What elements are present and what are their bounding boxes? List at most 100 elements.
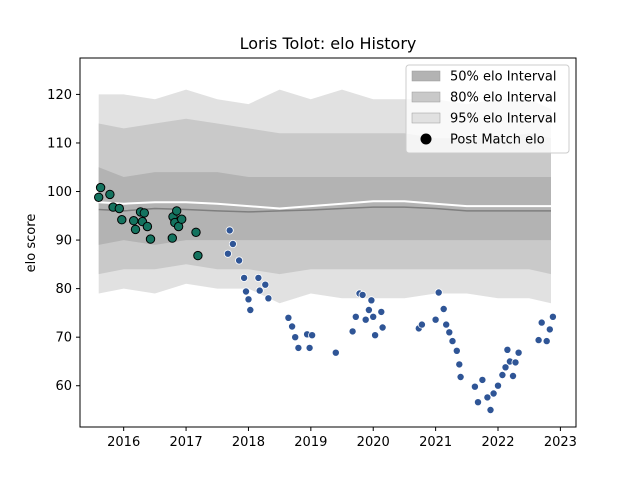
post-match-point <box>514 348 523 357</box>
post-match-point <box>445 328 454 337</box>
post-match-point <box>223 249 232 258</box>
post-match-point <box>351 312 360 321</box>
post-match-point <box>434 288 443 297</box>
y-tick-label: 60 <box>55 379 72 394</box>
post-match-point <box>545 325 554 334</box>
x-tick-label: 2016 <box>107 435 140 450</box>
x-tick-label: 2022 <box>481 435 514 450</box>
post-match-point <box>378 323 387 332</box>
post-match-point <box>534 336 543 345</box>
band-50 <box>98 167 551 245</box>
post-match-point <box>486 405 495 414</box>
post-match-point <box>129 216 139 226</box>
post-match-point <box>241 287 250 296</box>
x-axis: 2016 2017 2018 2019 2020 2021 2022 2023 <box>107 427 577 450</box>
post-match-point <box>255 286 264 295</box>
post-match-point <box>294 343 303 352</box>
y-tick-label: 90 <box>55 234 72 249</box>
post-match-point <box>177 214 187 224</box>
post-match-point <box>94 192 104 203</box>
post-match-point <box>288 322 297 331</box>
legend-swatch <box>411 112 441 124</box>
post-match-point <box>358 290 367 299</box>
y-axis-label: elo score <box>24 214 39 273</box>
post-match-point <box>456 372 465 381</box>
y-tick-label: 80 <box>55 282 72 297</box>
post-match-point <box>442 320 451 329</box>
post-match-point <box>473 398 482 407</box>
post-match-point <box>291 333 300 342</box>
x-tick-label: 2019 <box>294 435 327 450</box>
elo-lines <box>98 200 551 213</box>
post-match-point <box>369 312 378 321</box>
median-elo-line <box>98 206 551 213</box>
legend-box <box>405 64 570 154</box>
post-match-point <box>377 307 386 316</box>
post-match-point <box>305 343 314 352</box>
y-tick-label: 70 <box>55 331 72 346</box>
post-match-point <box>114 203 125 214</box>
y-tick-label: 110 <box>47 136 72 151</box>
post-match-point <box>548 312 557 321</box>
post-match-point <box>235 256 244 265</box>
post-match-points <box>94 182 557 414</box>
x-tick-label: 2018 <box>232 435 265 450</box>
post-match-point <box>498 370 507 379</box>
post-match-point <box>361 315 370 324</box>
post-match-point <box>364 305 373 314</box>
post-match-point <box>452 346 461 355</box>
post-match-point <box>191 227 201 238</box>
post-match-point <box>105 189 115 200</box>
post-match-point <box>244 295 253 304</box>
post-match-point <box>145 234 156 244</box>
post-match-point <box>246 305 255 314</box>
post-match-point <box>261 280 270 289</box>
post-match-point <box>142 221 153 232</box>
post-match-point <box>331 348 340 357</box>
mean-elo-line <box>98 200 551 210</box>
post-match-point <box>417 320 426 329</box>
post-match-point <box>439 304 448 313</box>
post-match-point <box>503 345 512 354</box>
legend-label: 50% elo Interval <box>450 70 557 85</box>
post-match-point <box>478 375 487 384</box>
x-tick-label: 2023 <box>544 435 577 450</box>
legend-label: 95% elo Interval <box>450 112 557 127</box>
legend-swatch <box>411 91 441 103</box>
post-match-point <box>508 371 517 380</box>
post-match-point <box>489 389 498 398</box>
legend-label: 80% elo Interval <box>450 91 557 106</box>
post-match-point <box>284 313 293 322</box>
x-tick-label: 2020 <box>357 435 390 450</box>
chart-title: Loris Tolot: elo History <box>240 34 417 53</box>
post-match-point <box>117 215 127 225</box>
plot-frame <box>79 57 577 428</box>
x-tick-label: 2021 <box>419 435 452 450</box>
post-match-point <box>139 208 150 218</box>
y-tick-label: 100 <box>47 185 72 200</box>
post-match-point <box>483 393 492 402</box>
post-match-point <box>167 233 178 243</box>
y-tick-label: 120 <box>47 88 72 103</box>
post-match-point <box>542 337 551 346</box>
post-match-point <box>172 206 182 216</box>
post-match-point <box>511 358 520 367</box>
post-match-point <box>254 273 263 282</box>
legend-label: Post Match elo <box>450 133 545 148</box>
post-match-point <box>228 239 237 248</box>
post-match-point <box>493 381 502 390</box>
x-tick-label: 2017 <box>170 435 203 450</box>
post-match-point <box>348 327 357 336</box>
post-match-point <box>470 382 479 391</box>
post-match-point <box>130 224 141 235</box>
post-match-point <box>448 337 457 346</box>
post-match-point <box>95 182 106 193</box>
post-match-point <box>455 360 464 369</box>
post-match-point <box>431 315 440 324</box>
post-match-point <box>193 250 203 261</box>
post-match-point <box>264 294 273 303</box>
post-match-point <box>308 331 317 340</box>
legend: 50% elo Interval 80% elo Interval 95% elo … <box>405 64 570 154</box>
legend-swatch <box>411 70 441 82</box>
